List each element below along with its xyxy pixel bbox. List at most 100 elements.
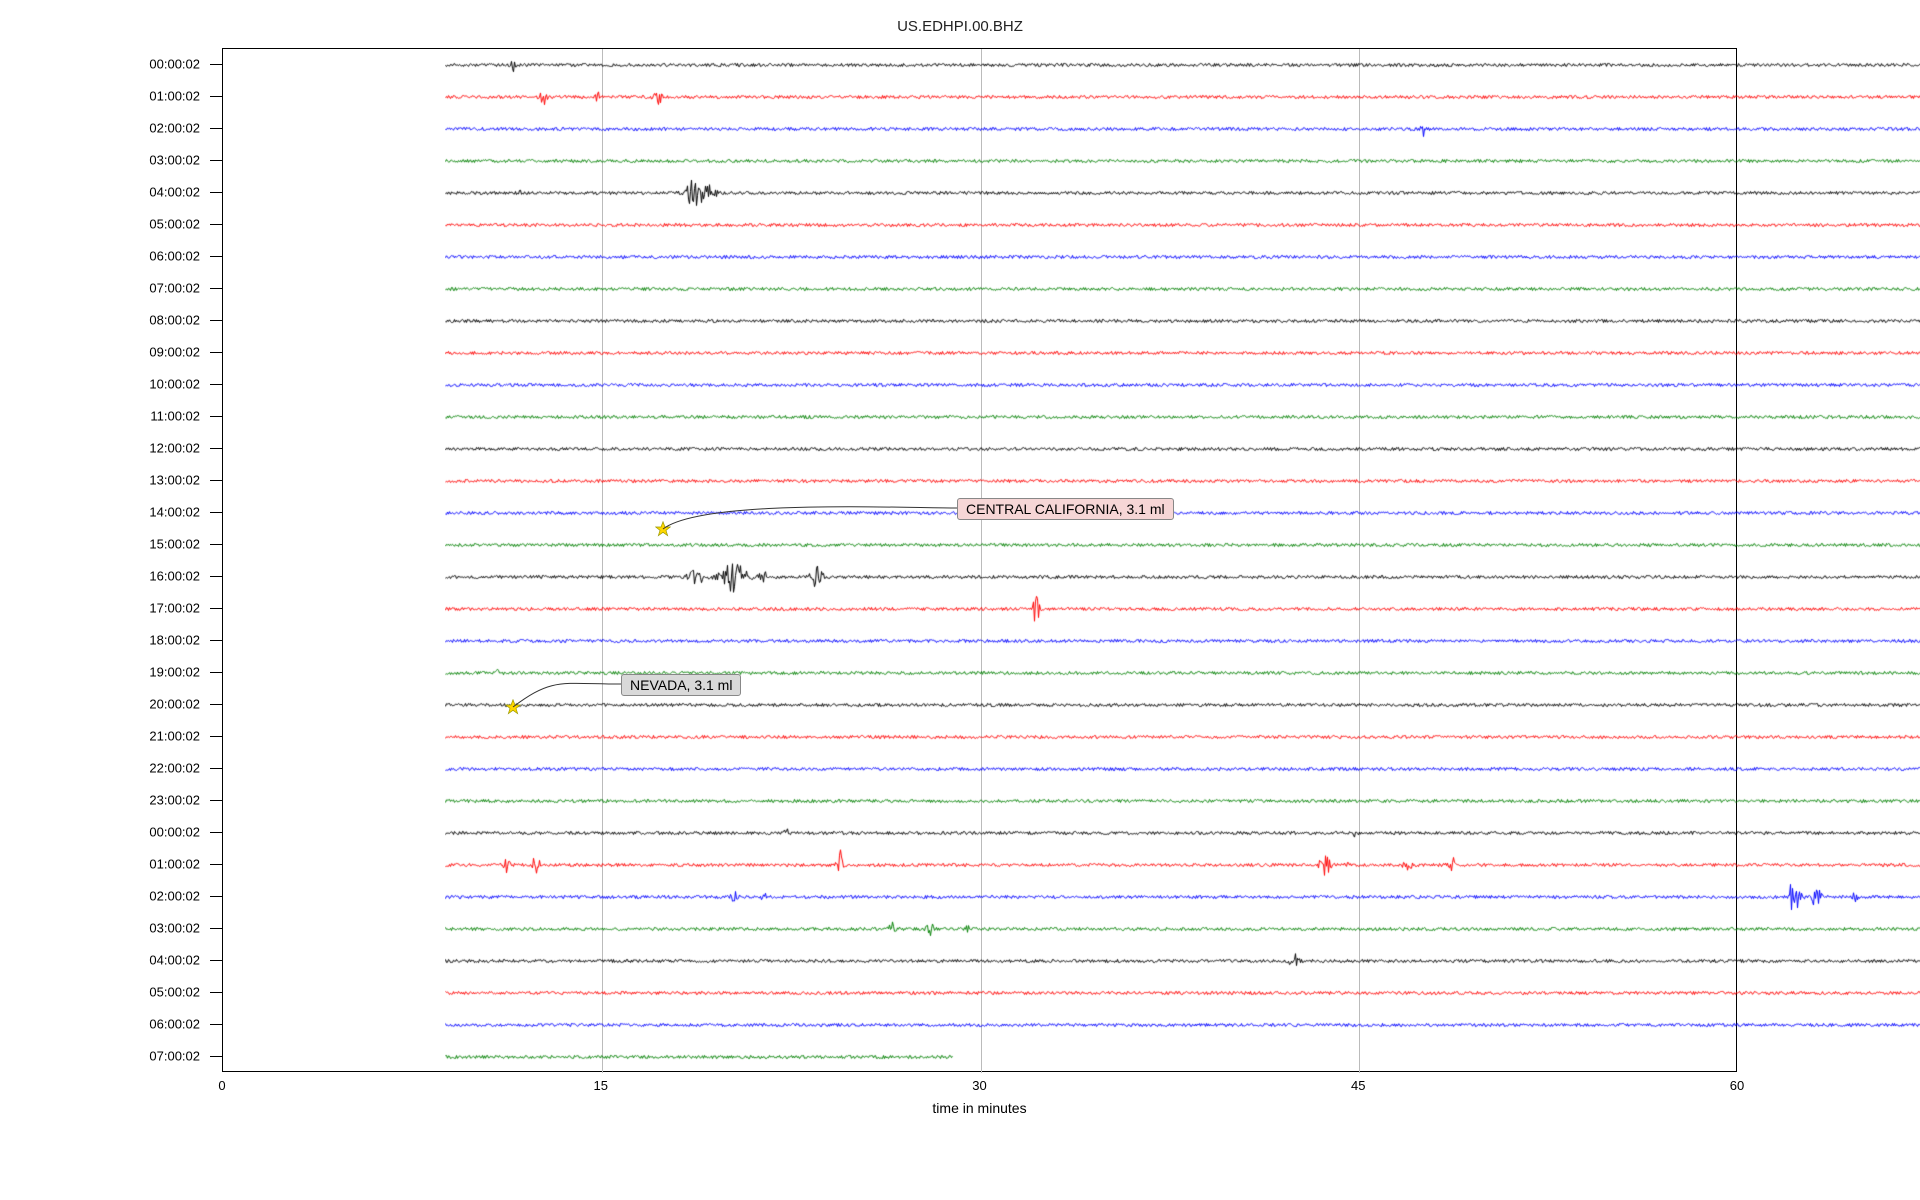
row-tick-19: [210, 672, 222, 673]
event-star-0[interactable]: [655, 521, 671, 537]
row-label-16: 16:00:02: [0, 569, 200, 584]
trace-row-6: [445, 241, 1920, 273]
trace-canvas-3: [445, 145, 1920, 177]
trace-canvas-10: [445, 369, 1920, 401]
row-label-25: 01:00:02: [0, 857, 200, 872]
row-tick-28: [210, 960, 222, 961]
row-tick-15: [210, 544, 222, 545]
annotation-label-1[interactable]: NEVADA, 3.1 ml: [621, 674, 741, 696]
trace-canvas-12: [445, 433, 1920, 465]
row-tick-5: [210, 224, 222, 225]
event-star-1[interactable]: [505, 699, 521, 715]
row-label-28: 04:00:02: [0, 953, 200, 968]
row-tick-31: [210, 1056, 222, 1057]
row-tick-1: [210, 96, 222, 97]
row-label-31: 07:00:02: [0, 1049, 200, 1064]
xaxis-tick-15: 15: [594, 1078, 608, 1093]
trace-canvas-4: [445, 177, 1920, 209]
trace-row-10: [445, 369, 1920, 401]
row-label-26: 02:00:02: [0, 889, 200, 904]
trace-row-11: [445, 401, 1920, 433]
row-label-5: 05:00:02: [0, 217, 200, 232]
row-tick-2: [210, 128, 222, 129]
row-label-6: 06:00:02: [0, 249, 200, 264]
annotation-label-0[interactable]: CENTRAL CALIFORNIA, 3.1 ml: [957, 498, 1174, 520]
trace-canvas-26: [445, 881, 1920, 913]
trace-canvas-11: [445, 401, 1920, 433]
row-label-3: 03:00:02: [0, 153, 200, 168]
trace-row-12: [445, 433, 1920, 465]
xaxis-tick-30: 30: [972, 1078, 986, 1093]
row-label-13: 13:00:02: [0, 473, 200, 488]
chart-title: US.EDHPI.00.BHZ: [0, 18, 1920, 35]
trace-canvas-18: [445, 625, 1920, 657]
trace-canvas-25: [445, 849, 1920, 881]
trace-row-1: [445, 81, 1920, 113]
row-label-2: 02:00:02: [0, 121, 200, 136]
row-tick-21: [210, 736, 222, 737]
trace-row-8: [445, 305, 1920, 337]
row-tick-9: [210, 352, 222, 353]
row-tick-13: [210, 480, 222, 481]
row-tick-11: [210, 416, 222, 417]
trace-row-3: [445, 145, 1920, 177]
trace-row-21: [445, 721, 1920, 753]
row-label-23: 23:00:02: [0, 793, 200, 808]
trace-row-27: [445, 913, 1920, 945]
trace-canvas-6: [445, 241, 1920, 273]
trace-row-18: [445, 625, 1920, 657]
trace-canvas-24: [445, 817, 1920, 849]
trace-row-13: [445, 465, 1920, 497]
row-tick-3: [210, 160, 222, 161]
trace-row-5: [445, 209, 1920, 241]
trace-row-31: [445, 1041, 1920, 1073]
row-label-20: 20:00:02: [0, 697, 200, 712]
trace-row-25: [445, 849, 1920, 881]
row-tick-27: [210, 928, 222, 929]
trace-canvas-16: [445, 561, 1920, 593]
trace-row-28: [445, 945, 1920, 977]
row-tick-10: [210, 384, 222, 385]
row-tick-29: [210, 992, 222, 993]
trace-canvas-8: [445, 305, 1920, 337]
row-label-10: 10:00:02: [0, 377, 200, 392]
trace-canvas-13: [445, 465, 1920, 497]
trace-row-17: [445, 593, 1920, 625]
trace-canvas-27: [445, 913, 1920, 945]
row-label-17: 17:00:02: [0, 601, 200, 616]
row-tick-12: [210, 448, 222, 449]
row-tick-26: [210, 896, 222, 897]
trace-canvas-0: [445, 49, 1920, 81]
trace-row-24: [445, 817, 1920, 849]
trace-canvas-7: [445, 273, 1920, 305]
seismograph-helicorder: US.EDHPI.00.BHZ CENTRAL CALIFORNIA, 3.1 …: [0, 0, 1920, 1200]
trace-canvas-22: [445, 753, 1920, 785]
xaxis-tick-60: 60: [1730, 1078, 1744, 1093]
trace-row-23: [445, 785, 1920, 817]
trace-canvas-2: [445, 113, 1920, 145]
trace-canvas-9: [445, 337, 1920, 369]
trace-canvas-5: [445, 209, 1920, 241]
row-label-12: 12:00:02: [0, 441, 200, 456]
row-label-19: 19:00:02: [0, 665, 200, 680]
trace-canvas-1: [445, 81, 1920, 113]
row-label-15: 15:00:02: [0, 537, 200, 552]
row-label-0: 00:00:02: [0, 57, 200, 72]
trace-canvas-31: [445, 1041, 1920, 1073]
row-tick-25: [210, 864, 222, 865]
row-tick-23: [210, 800, 222, 801]
row-label-4: 04:00:02: [0, 185, 200, 200]
plot-area: CENTRAL CALIFORNIA, 3.1 ml NEVADA, 3.1 m…: [222, 48, 1737, 1072]
row-tick-0: [210, 64, 222, 65]
row-tick-4: [210, 192, 222, 193]
trace-canvas-17: [445, 593, 1920, 625]
trace-canvas-21: [445, 721, 1920, 753]
row-label-7: 07:00:02: [0, 281, 200, 296]
trace-row-26: [445, 881, 1920, 913]
row-tick-7: [210, 288, 222, 289]
row-tick-16: [210, 576, 222, 577]
row-label-24: 00:00:02: [0, 825, 200, 840]
row-label-9: 09:00:02: [0, 345, 200, 360]
trace-row-22: [445, 753, 1920, 785]
trace-row-16: [445, 561, 1920, 593]
